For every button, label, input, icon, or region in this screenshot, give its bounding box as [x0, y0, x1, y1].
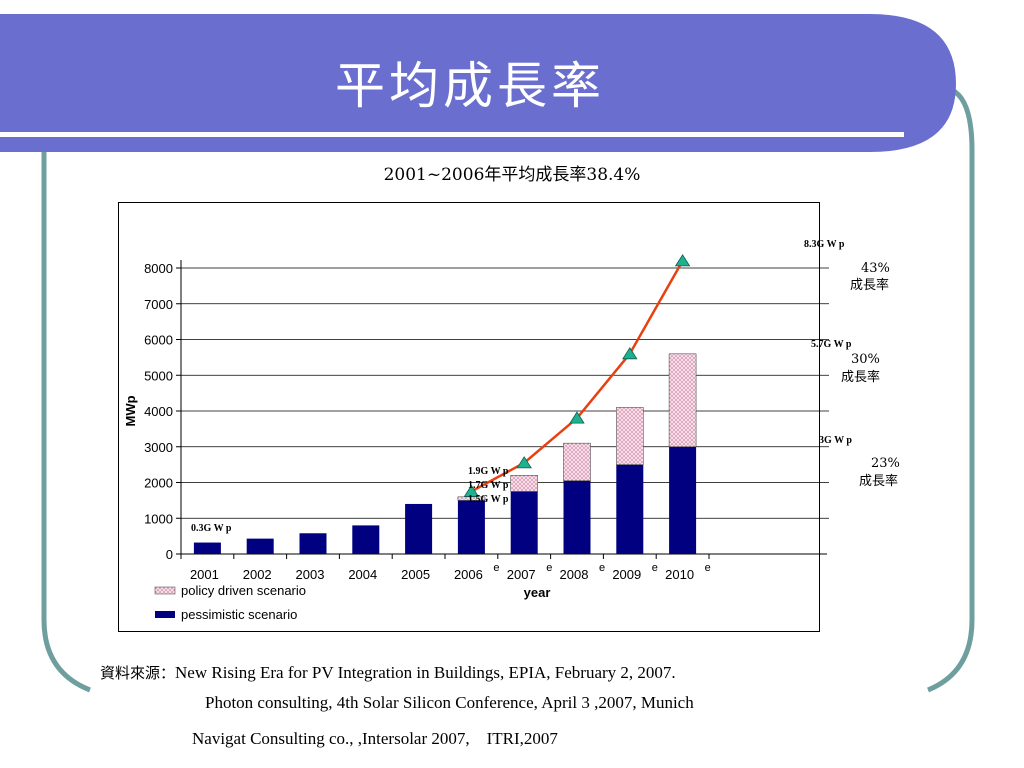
- chart-title: 2001~2006年平均成長率38.4%: [383, 165, 641, 185]
- annotation-2010-line: 8.3G W p: [804, 239, 845, 250]
- source-label: 資料來源：: [100, 664, 176, 682]
- y-tick-label: 6000: [144, 333, 173, 348]
- legend-swatch-pessimistic: [155, 611, 175, 618]
- growth-23-pct: 23%: [871, 456, 900, 471]
- bar-policy: [615, 407, 644, 465]
- bar-policy: [563, 442, 591, 482]
- x-tick-label: 2001: [190, 567, 219, 582]
- line-marker: [463, 484, 480, 497]
- x-tick-label: 2007: [507, 567, 536, 582]
- x-tick-superscript: e: [599, 562, 605, 574]
- title-banner: [0, 14, 956, 152]
- bar-pessimistic: [193, 542, 221, 554]
- x-tick-label: 2008: [560, 567, 589, 582]
- growth-30-label: 成長率: [841, 369, 880, 385]
- y-tick-label: 5000: [144, 368, 173, 383]
- source-text-1: New Rising Era for PV Integration in Bui…: [175, 663, 676, 682]
- x-tick-superscript: e: [652, 562, 658, 574]
- y-tick-label: 2000: [144, 476, 173, 491]
- slide-title: 平均成長率: [335, 57, 605, 115]
- y-tick-label: 7000: [144, 297, 173, 312]
- annotation-2006-low: 1.5G W p: [468, 494, 509, 505]
- source-line-2: Photon consulting, 4th Solar Silicon Con…: [205, 693, 694, 712]
- y-tick-label: 4000: [144, 404, 173, 419]
- x-tick-label: 2003: [296, 567, 325, 582]
- bar-pessimistic: [352, 525, 380, 554]
- annotation-2006-mid: 1.7G W p: [468, 480, 509, 491]
- y-tick-label: 1000: [144, 511, 173, 526]
- x-tick-label: 2002: [243, 567, 272, 582]
- legend-swatch-policy: [154, 586, 176, 595]
- source-line-3: Navigat Consulting co., ,Intersolar 2007…: [192, 729, 558, 748]
- y-axis-label: MWp: [123, 395, 138, 426]
- y-tick-label: 0: [166, 547, 173, 562]
- x-tick-superscript: e: [705, 562, 711, 574]
- bar-pessimistic: [299, 533, 327, 554]
- annotation-2010-bar-base: 3G W p: [819, 435, 852, 446]
- line-marker: [622, 347, 638, 360]
- annotation-2010-bar-total: 5.7G W p: [811, 339, 852, 350]
- bar-pessimistic: [246, 538, 274, 554]
- y-tick-label: 3000: [144, 440, 173, 455]
- x-tick-label: 2009: [612, 567, 641, 582]
- annotation-2006-high: 1.9G W p: [468, 466, 509, 477]
- y-tick-label: 8000: [144, 261, 173, 276]
- growth-23-label: 成長率: [859, 473, 898, 489]
- line-marker: [516, 456, 532, 469]
- growth-43-pct: 43%: [861, 261, 890, 276]
- line-marker: [674, 254, 691, 267]
- bar-pessimistic: [405, 503, 433, 554]
- chart-frame: 0 1000 2000 3000 4000 5000 6000 7000 8000 MWp 2001…: [118, 202, 900, 632]
- bar-pessimistic: [457, 500, 485, 554]
- x-tick-superscript: e: [546, 562, 552, 574]
- x-axis-label: year: [524, 585, 551, 600]
- bar-pessimistic: [510, 491, 538, 554]
- slide-frame: [41, 87, 975, 693]
- title-underline: [0, 132, 904, 137]
- x-tick-label: 2010: [665, 567, 694, 582]
- x-tick-label: 2004: [348, 567, 377, 582]
- bar-pessimistic: [616, 464, 644, 554]
- bar-chart: 0 1000 2000 3000 4000 5000 6000 7000 8000 MWp 2001…: [123, 239, 900, 622]
- legend-label-policy: policy driven scenario: [181, 583, 306, 598]
- x-tick-label: 2005: [401, 567, 430, 582]
- bar-pessimistic: [563, 480, 591, 554]
- x-tick-superscript: e: [493, 562, 499, 574]
- growth-43-label: 成長率: [850, 277, 889, 293]
- bar-policy: [510, 475, 539, 492]
- bar-policy: [668, 353, 697, 448]
- growth-30-pct: 30%: [851, 352, 880, 367]
- source-line-1: 資料來源：New Rising Era for PV Integration i…: [100, 662, 676, 683]
- legend-label-pessimistic: pessimistic scenario: [181, 607, 297, 622]
- annotation-2001: 0.3G W p: [191, 523, 232, 534]
- bar-pessimistic: [669, 446, 697, 554]
- line-marker: [569, 411, 585, 424]
- x-tick-label: 2006: [454, 567, 483, 582]
